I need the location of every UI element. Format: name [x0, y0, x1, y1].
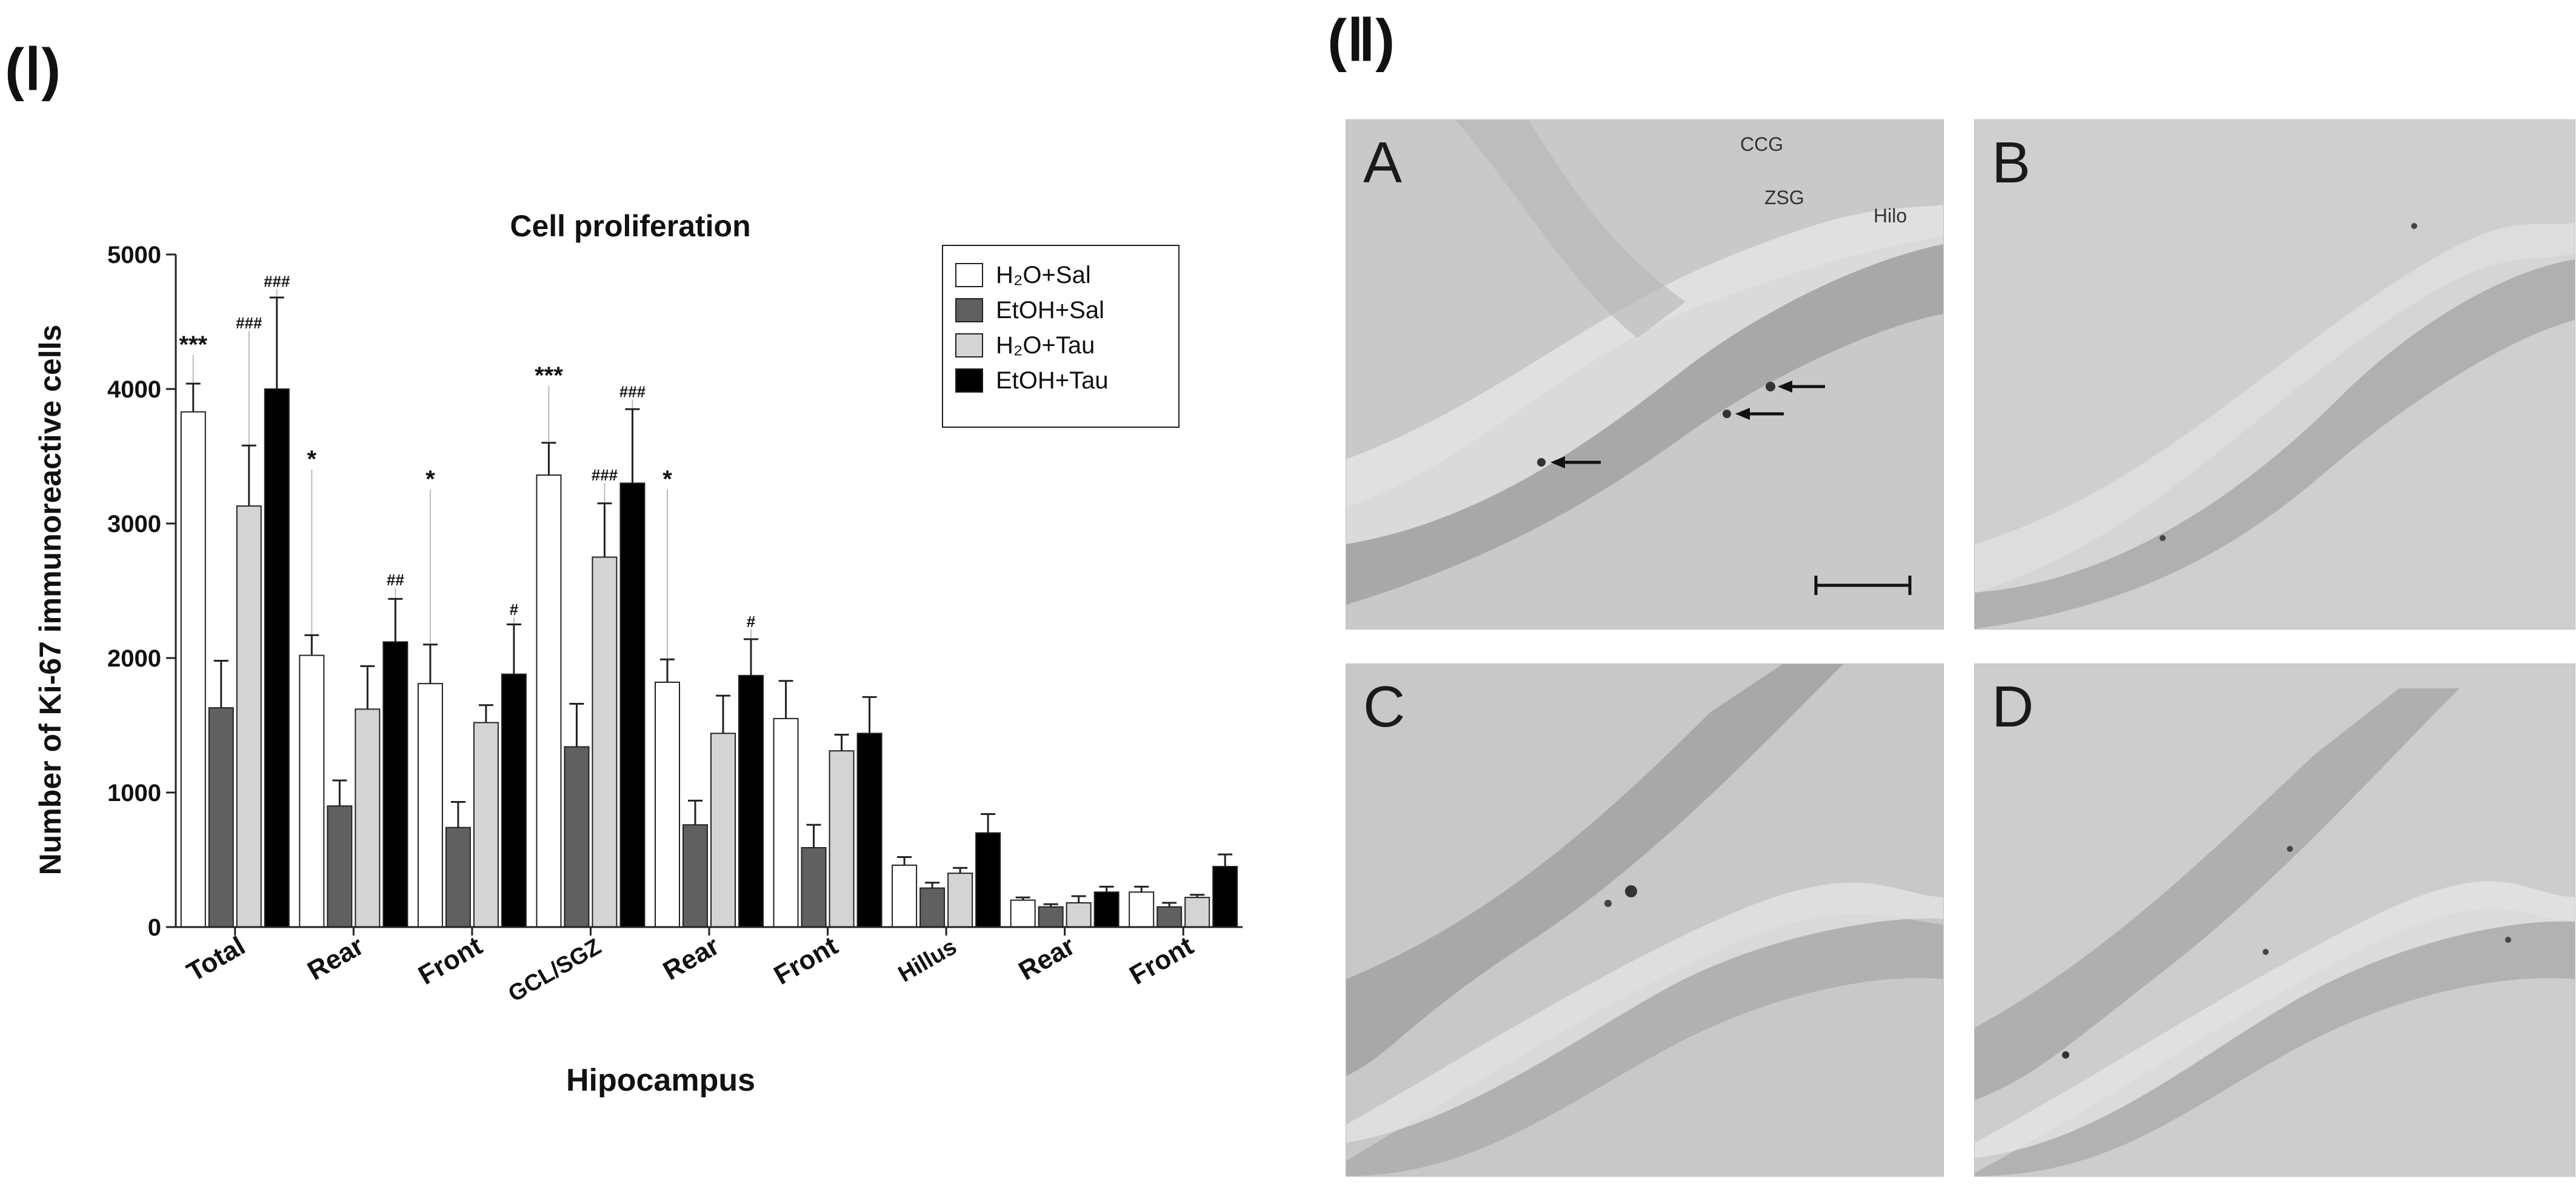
significance-marker: ###: [264, 272, 290, 290]
micrograph-panel-d: D: [1974, 663, 2575, 1177]
x-tick-label: Hillus: [894, 934, 961, 987]
bar: [417, 683, 443, 928]
y-tick-label: 2000: [107, 645, 161, 672]
bar: [773, 717, 799, 928]
bar: [947, 873, 973, 928]
bar: [473, 722, 499, 928]
significance-marker: #: [510, 600, 519, 619]
panel-label-i: (Ⅰ): [5, 37, 61, 102]
bar: [180, 411, 206, 928]
bar: [327, 805, 353, 928]
bar: [382, 641, 409, 928]
bar: [264, 388, 290, 928]
micrograph-letter-c: C: [1363, 674, 1406, 739]
bar: [829, 750, 855, 928]
legend-label: H₂O+Sal: [996, 262, 1091, 288]
micrograph-letter-b: B: [1992, 130, 2031, 195]
legend-swatch: [955, 333, 983, 357]
legend-label: H₂O+Tau: [996, 332, 1095, 359]
y-tick-label: 4000: [107, 376, 161, 403]
significance-marker: ###: [619, 382, 646, 401]
micrograph-label-hilo: Hilo: [1874, 205, 1907, 227]
x-tick-label: Front: [769, 931, 843, 991]
legend-label: EtOH+Sal: [996, 297, 1104, 324]
bar: [536, 474, 562, 928]
y-tick-label: 5000: [107, 242, 161, 268]
chart-title: Cell proliferation: [510, 209, 750, 243]
bar: [1038, 906, 1064, 928]
significance-marker: *: [307, 446, 317, 473]
bar-chart: *** ### ### * ## * # *** ### ### * # 0 1000 2000 3000 4…: [33, 209, 1243, 1098]
panel-label-ii: (Ⅱ): [1327, 8, 1395, 73]
bar: [208, 707, 234, 928]
bar: [856, 733, 883, 928]
bar: [738, 674, 764, 928]
x-tick-label: Rear: [1013, 931, 1079, 986]
micrograph-label-ccg: CCG: [1740, 133, 1784, 155]
bar: [1212, 866, 1238, 928]
micrograph-panel-b: B: [1974, 119, 2575, 630]
bar: [919, 887, 946, 928]
legend-swatch: [955, 263, 983, 287]
bar: [801, 847, 827, 928]
bar: [592, 556, 618, 928]
bar: [236, 505, 262, 928]
significance-marker: ###: [592, 466, 618, 484]
bar: [975, 832, 1001, 928]
bar: [1184, 897, 1210, 928]
y-tick-label: 3000: [107, 511, 161, 537]
bar: [682, 824, 708, 928]
significance-marker: ##: [387, 571, 404, 589]
significance-marker: *: [425, 466, 435, 493]
x-tick-label: Front: [1124, 931, 1198, 991]
x-tick-label: Total: [182, 931, 250, 987]
x-tick-label: Front: [413, 931, 487, 991]
legend-swatch: [955, 368, 983, 393]
bar: [299, 654, 325, 928]
significance-marker: ***: [179, 331, 207, 358]
bar: [1010, 899, 1036, 928]
significance-marker: ***: [535, 362, 563, 389]
significance-marker: #: [747, 613, 756, 631]
bar: [710, 733, 736, 928]
bar: [655, 681, 680, 928]
x-tick-label: Rear: [302, 931, 369, 986]
micrograph-letter-d: D: [1992, 674, 2034, 739]
legend-label: EtOH+Tau: [996, 367, 1109, 394]
x-tick-label: Rear: [658, 931, 724, 986]
micrograph-letter-a: A: [1363, 130, 1403, 195]
significance-marker: ###: [236, 314, 262, 332]
y-tick-label: 0: [148, 914, 161, 941]
bar: [501, 673, 527, 928]
bar: [355, 708, 381, 928]
bar: [1156, 906, 1183, 928]
legend: H₂O+Sal EtOH+Sal H₂O+Tau EtOH+Tau: [942, 245, 1180, 428]
x-tick-label: GCL/SGZ: [504, 934, 606, 1007]
bar-layer: *** ### ### * ## * # *** ### ### * #: [179, 272, 1238, 928]
x-axis-label: Hipocampus: [566, 1063, 755, 1098]
bar: [1129, 891, 1155, 928]
bar: [1066, 902, 1092, 928]
y-tick-label: 1000: [107, 780, 161, 806]
legend-swatch: [955, 298, 983, 322]
micrograph-panel-a: A CCG ZSG Hilo: [1346, 119, 1944, 630]
bar: [445, 826, 471, 928]
micrograph-panel-c: C: [1346, 663, 1944, 1177]
bar: [619, 482, 646, 928]
bar: [892, 864, 918, 928]
y-axis-label: Number of Ki-67 immunoreactive cells: [33, 325, 67, 876]
bar: [1093, 891, 1119, 928]
significance-marker: *: [662, 466, 672, 493]
micrograph-label-zsg: ZSG: [1764, 187, 1804, 208]
bar: [564, 746, 590, 928]
